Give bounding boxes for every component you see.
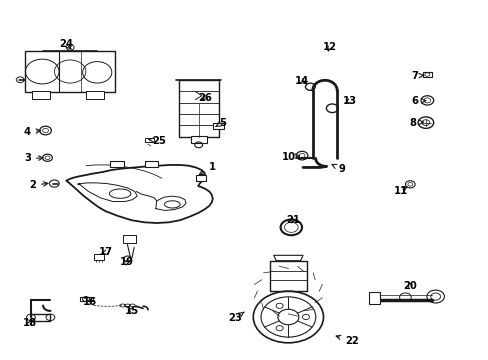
Text: 3: 3 xyxy=(24,153,43,163)
Text: 15: 15 xyxy=(125,306,139,316)
Text: 16: 16 xyxy=(82,297,96,307)
Bar xyxy=(80,297,93,301)
Text: 17: 17 xyxy=(98,247,112,257)
Bar xyxy=(422,72,431,77)
Text: 24: 24 xyxy=(60,40,73,49)
Text: 5: 5 xyxy=(216,118,225,128)
Text: 12: 12 xyxy=(322,42,336,52)
Text: 23: 23 xyxy=(227,312,244,323)
Bar xyxy=(195,175,206,181)
Text: 22: 22 xyxy=(335,335,358,346)
Text: 2: 2 xyxy=(29,180,48,190)
Text: 18: 18 xyxy=(23,319,37,328)
Bar xyxy=(178,80,218,137)
Text: 7: 7 xyxy=(411,71,423,81)
Text: 4: 4 xyxy=(24,127,41,136)
Text: 10: 10 xyxy=(281,152,299,162)
Bar xyxy=(86,91,104,99)
Text: 1: 1 xyxy=(199,162,216,175)
Text: 21: 21 xyxy=(285,215,300,225)
Text: 13: 13 xyxy=(342,96,356,106)
Bar xyxy=(110,161,124,167)
Bar xyxy=(122,235,136,243)
Text: 19: 19 xyxy=(119,257,133,267)
Bar xyxy=(144,138,154,142)
Bar xyxy=(212,123,223,129)
Text: 11: 11 xyxy=(393,186,407,196)
Bar xyxy=(144,161,158,167)
Bar xyxy=(25,51,115,92)
Bar xyxy=(368,292,379,305)
Text: 8: 8 xyxy=(408,118,423,128)
Text: 14: 14 xyxy=(294,76,308,86)
Text: 20: 20 xyxy=(403,281,416,291)
Bar xyxy=(94,254,104,260)
Text: 6: 6 xyxy=(411,96,425,106)
Text: 9: 9 xyxy=(331,164,345,174)
Text: 26: 26 xyxy=(198,93,212,103)
Bar xyxy=(190,136,206,143)
Bar xyxy=(31,314,50,320)
Text: 25: 25 xyxy=(149,136,166,145)
Bar xyxy=(32,91,50,99)
